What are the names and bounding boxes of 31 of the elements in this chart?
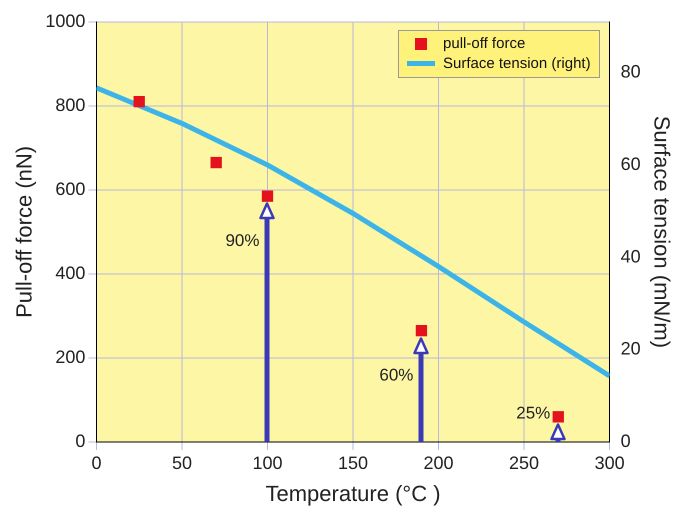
x-tick-label: 100 [252, 452, 283, 473]
x-tick-label: 150 [338, 452, 368, 473]
x-tick-label: 200 [424, 452, 454, 473]
x-tick-label: 300 [594, 452, 625, 473]
x-tick-label: 0 [91, 452, 102, 473]
y-tick-label: 200 [55, 346, 86, 367]
point [134, 96, 145, 108]
y2-tick-label: 40 [620, 246, 641, 266]
legend-label: pull-off force [443, 34, 526, 54]
y2-tick-label: 60 [620, 154, 641, 174]
point [552, 411, 564, 422]
point [262, 190, 274, 202]
y2-tick-label: 20 [620, 338, 641, 359]
y-axis-title: Pull-off force (nN) [11, 146, 36, 318]
x-tick-label: 250 [509, 452, 540, 473]
y-tick-label: 600 [55, 178, 86, 199]
y2-tick-label: 80 [620, 62, 641, 82]
y-tick-label: 400 [55, 262, 86, 283]
x-tick-label: 50 [172, 452, 192, 473]
y2-tick-label: 0 [620, 430, 631, 451]
x-axis-title: Temperature (°C ) [265, 480, 441, 506]
legend-label: Surface tension (right) [443, 54, 591, 74]
point [416, 324, 428, 336]
y-tick-label: 800 [55, 94, 86, 115]
point [210, 156, 222, 168]
y-tick-label: 1000 [45, 10, 86, 31]
y-tick-label: 0 [75, 430, 86, 451]
annotation: 90% [225, 230, 260, 250]
y2-axis-title: Surface tension (mN/m) [650, 116, 675, 348]
annotation: 60% [379, 365, 414, 384]
annotation: 25% [516, 404, 550, 423]
